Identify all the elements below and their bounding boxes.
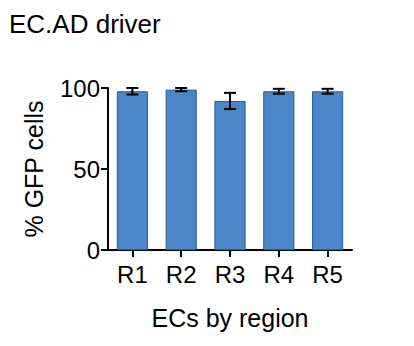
svg-text:R3: R3: [215, 261, 246, 288]
svg-text:0: 0: [87, 237, 100, 264]
svg-text:R1: R1: [117, 261, 148, 288]
svg-text:R4: R4: [263, 261, 294, 288]
svg-text:EC.AD driver: EC.AD driver: [9, 9, 161, 39]
svg-text:50: 50: [73, 156, 100, 183]
svg-text:100: 100: [60, 75, 100, 102]
svg-text:% GFP cells: % GFP cells: [20, 100, 48, 237]
svg-text:ECs by region: ECs by region: [151, 304, 308, 332]
svg-text:R2: R2: [166, 261, 197, 288]
svg-text:R5: R5: [312, 261, 343, 288]
